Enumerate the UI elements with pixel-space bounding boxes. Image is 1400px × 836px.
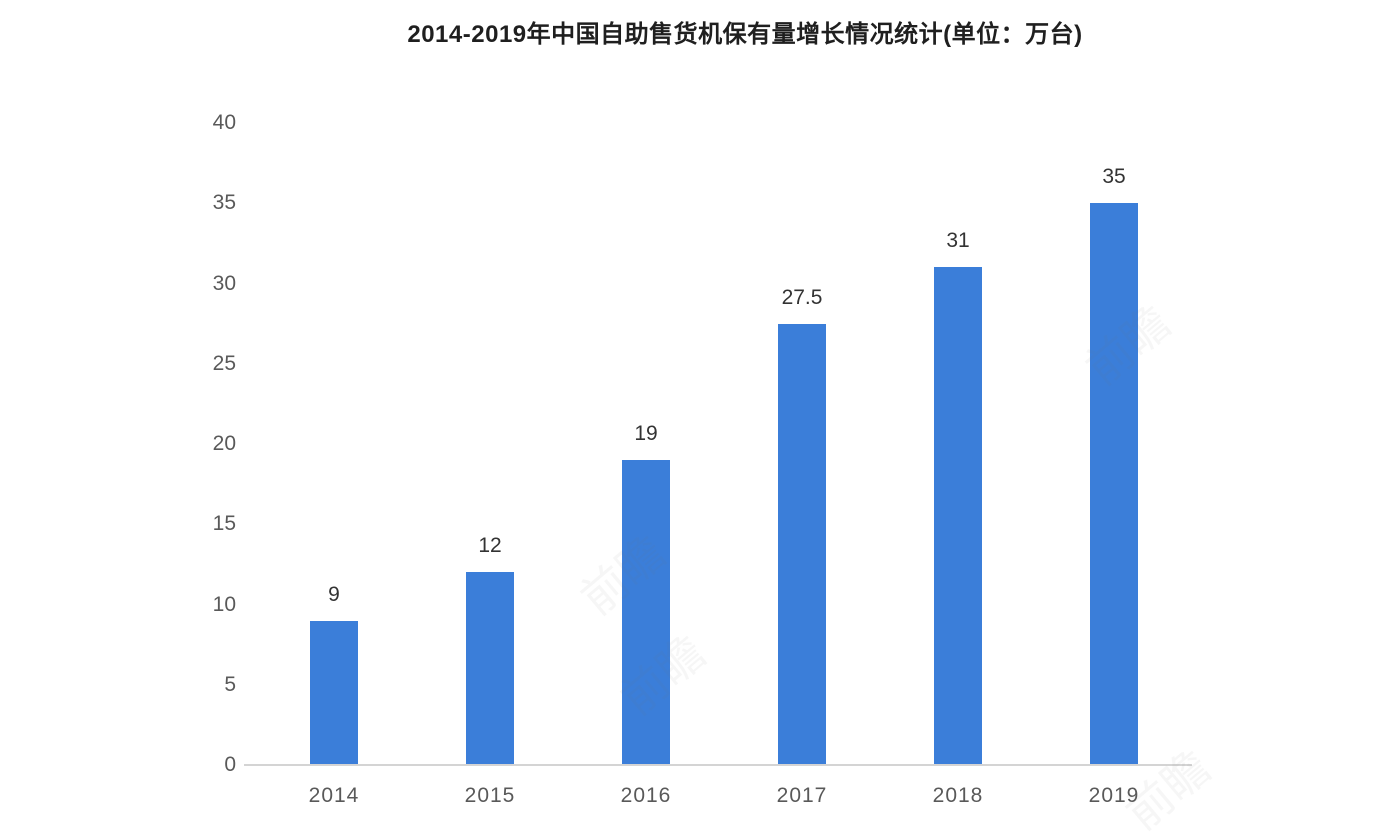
y-tick-label: 35 (212, 191, 236, 215)
y-tick-label: 30 (212, 271, 236, 295)
chart-title: 2014-2019年中国自助售货机保有量增长情况统计(单位：万台) (407, 21, 1083, 48)
bar-value-label: 35 (1102, 165, 1126, 189)
x-tick-label: 2017 (776, 784, 828, 807)
x-tick-label: 2019 (1088, 784, 1140, 807)
y-tick-label: 10 (212, 592, 236, 616)
x-tick-label: 2014 (308, 784, 360, 807)
y-tick-label: 40 (212, 111, 236, 134)
bar-2019 (1090, 203, 1138, 765)
y-tick-label: 20 (212, 432, 236, 455)
y-tick-label: 0 (224, 753, 236, 776)
x-tick-label: 2015 (464, 784, 516, 807)
bar-value-label: 27.5 (781, 285, 823, 309)
bar-2018 (934, 267, 982, 765)
y-tick-label: 15 (212, 512, 236, 536)
y-tick-label: 25 (212, 351, 236, 375)
bar-2015 (466, 572, 514, 765)
bar-2016 (622, 460, 670, 765)
y-tick-label: 5 (224, 672, 236, 696)
bar-value-label: 31 (946, 229, 970, 253)
x-tick-label: 2018 (932, 784, 984, 807)
bar-value-label: 19 (634, 422, 658, 446)
x-axis-line (244, 764, 1192, 766)
x-tick-label: 2016 (620, 784, 672, 807)
bar-value-label: 12 (478, 534, 502, 558)
bar-value-label: 9 (328, 582, 340, 606)
bar-2017 (778, 323, 826, 765)
bar-2014 (310, 620, 358, 765)
